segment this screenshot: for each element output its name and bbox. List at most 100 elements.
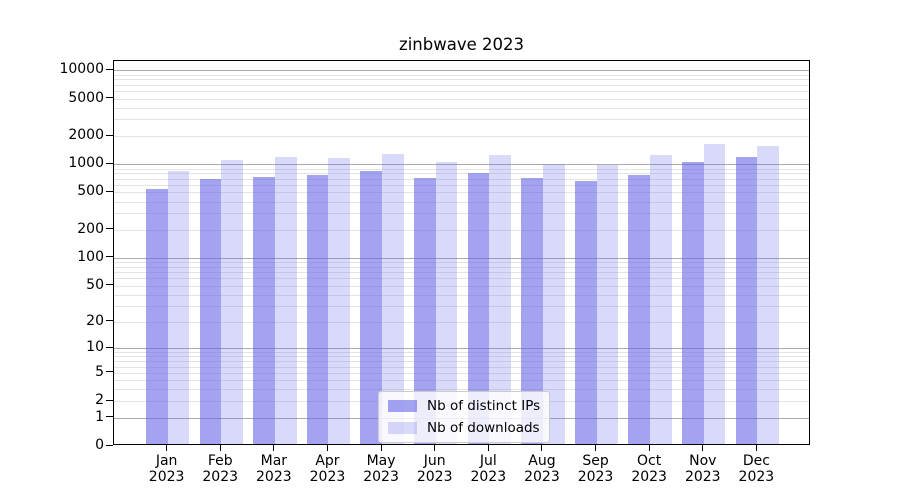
y-axis-tick-label: 5 — [95, 363, 104, 380]
gridline-minor — [114, 361, 809, 363]
legend-item-downloads: Nb of downloads — [388, 420, 540, 436]
gridline-major — [114, 70, 809, 72]
y-axis-tick-label: 10000 — [59, 61, 104, 78]
y-axis-tick — [106, 284, 113, 286]
plot-area — [113, 60, 810, 445]
bar-downloads — [757, 145, 780, 444]
gridline-minor — [114, 356, 809, 358]
x-axis-tick — [380, 445, 382, 451]
y-axis-tick-label: 200 — [77, 220, 104, 237]
x-axis-tick — [648, 445, 650, 451]
legend: Nb of distinct IPs Nb of downloads — [378, 391, 551, 443]
gridline-major — [114, 257, 809, 259]
gridline-minor — [114, 107, 809, 109]
bar-distinct-ips — [145, 189, 168, 444]
y-axis-tick — [106, 399, 113, 401]
gridline-minor — [114, 74, 809, 76]
x-axis-tick-label: Sep 2023 — [577, 453, 614, 485]
gridline-minor — [114, 305, 809, 307]
bar-downloads — [435, 162, 458, 444]
y-axis-tick-label: 2 — [95, 392, 104, 409]
bar-downloads — [650, 155, 672, 444]
gridline-minor — [114, 178, 809, 180]
x-axis-tick — [326, 445, 328, 451]
gridline-major — [114, 164, 809, 166]
gridline-major — [114, 348, 809, 350]
y-axis-tick — [106, 68, 113, 70]
y-axis-tick — [106, 320, 113, 322]
gridline-minor — [114, 173, 809, 175]
gridline-minor — [114, 285, 809, 287]
gridline-minor — [114, 84, 809, 86]
gridline-minor — [114, 168, 809, 170]
gridline-minor — [114, 79, 809, 81]
y-axis-tick — [106, 346, 113, 348]
y-axis-tick — [106, 416, 113, 418]
x-axis-tick-label: Mar 2023 — [256, 453, 292, 485]
y-axis-tick-label: 2000 — [68, 127, 104, 143]
bar-distinct-ips — [199, 179, 222, 444]
gridline-minor — [114, 278, 809, 280]
y-axis-tick — [106, 228, 113, 230]
legend-label-distinct-ips: Nb of distinct IPs — [427, 398, 541, 414]
x-axis-tick — [595, 445, 597, 451]
bar-distinct-ips — [521, 178, 543, 444]
gridline-minor — [114, 119, 809, 121]
bar-downloads — [542, 163, 565, 444]
y-axis-tick — [106, 444, 113, 446]
gridline-minor — [114, 213, 809, 215]
bar-downloads — [489, 155, 511, 444]
gridline-minor — [114, 372, 809, 374]
gridline-minor — [114, 380, 809, 382]
legend-item-distinct-ips: Nb of distinct IPs — [388, 398, 540, 414]
x-axis-tick-label: Jan 2023 — [148, 453, 185, 485]
bar-distinct-ips — [360, 171, 383, 444]
y-axis-tick-label: 100 — [77, 248, 104, 265]
bar-downloads — [382, 153, 404, 444]
gridline-minor — [114, 136, 809, 137]
bar-distinct-ips — [253, 177, 275, 444]
x-axis-tick-label: May 2023 — [363, 453, 399, 485]
y-axis-tick-label: 5000 — [68, 89, 104, 106]
gridline-minor — [114, 192, 809, 194]
bar-downloads — [221, 160, 243, 444]
gridline-minor — [114, 366, 809, 368]
x-axis-tick-label: Oct 2023 — [631, 453, 667, 485]
x-axis-tick-label: Jun 2023 — [416, 453, 453, 485]
y-axis-tick-label: 500 — [77, 183, 104, 200]
legend-swatch-downloads — [388, 422, 417, 434]
bar-downloads — [274, 156, 297, 444]
bar-distinct-ips — [735, 157, 758, 444]
gridline-minor — [114, 294, 809, 296]
x-axis-tick — [702, 445, 704, 451]
bar-distinct-ips — [574, 181, 597, 444]
x-axis-tick — [166, 445, 168, 451]
bar-distinct-ips — [306, 174, 329, 444]
y-axis-tick-label: 1000 — [68, 155, 104, 172]
x-axis-tick — [434, 445, 436, 451]
legend-swatch-distinct-ips — [388, 400, 417, 412]
x-axis-tick — [755, 445, 757, 451]
x-axis-tick-label: Aug 2023 — [524, 453, 560, 485]
y-axis-tick — [106, 97, 113, 99]
gridline-minor — [114, 98, 809, 100]
x-axis-tick-label: Nov 2023 — [684, 453, 721, 485]
x-axis-tick-label: Apr 2023 — [309, 453, 346, 485]
bar-distinct-ips — [467, 172, 490, 444]
y-axis-tick — [106, 256, 113, 258]
y-axis-tick-label: 50 — [86, 276, 104, 293]
bar-downloads — [167, 171, 190, 444]
bar-distinct-ips — [413, 177, 436, 444]
chart-title: zinbwave 2023 — [399, 35, 524, 54]
gridline-minor — [114, 185, 809, 187]
gridline-minor — [114, 201, 809, 203]
x-axis-tick-label: Jul 2023 — [470, 453, 507, 485]
bar-downloads — [328, 158, 351, 444]
gridline-minor — [114, 262, 809, 264]
gridline-minor — [114, 266, 809, 268]
gridline-minor — [114, 389, 809, 391]
y-axis-tick — [106, 162, 113, 164]
y-axis-tick — [106, 190, 113, 192]
x-axis-tick — [273, 445, 275, 451]
gridline-minor — [114, 272, 809, 274]
